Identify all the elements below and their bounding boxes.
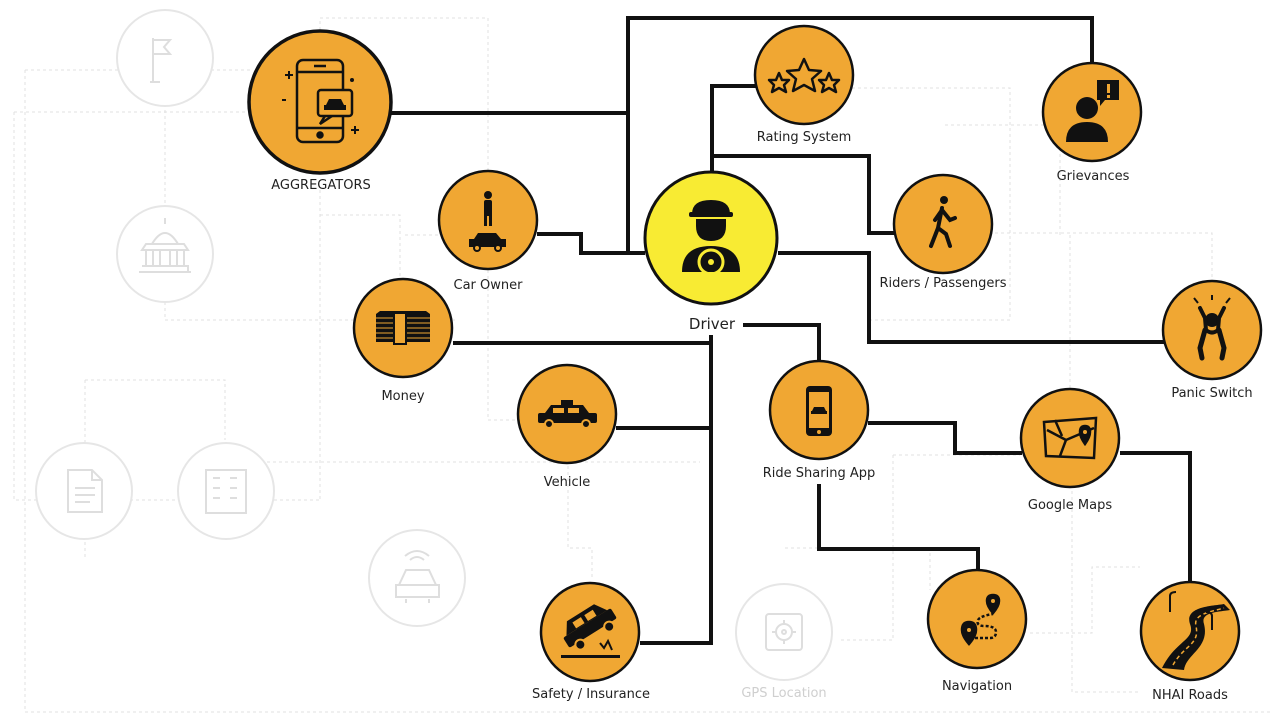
connected-car-icon [395, 550, 440, 603]
driver-icon [682, 200, 740, 276]
faded-taxi-node [368, 529, 466, 627]
faded-connectors [13, 17, 1270, 713]
connector-google-maps [868, 421, 1022, 455]
safety-label: Safety / Insurance [531, 687, 650, 702]
panic-label: Panic Switch [1171, 386, 1253, 401]
connector-ride-app [743, 323, 821, 362]
gps-label: GPS Location [741, 686, 827, 701]
aggregators-label: AGGREGATORS [271, 178, 371, 193]
phone-taxi-icon [282, 58, 359, 144]
car-owner-node [437, 169, 539, 271]
ride-app-label: Ride Sharing App [762, 466, 876, 481]
connector-panic [778, 251, 1164, 344]
crash-car-icon [561, 604, 620, 658]
flag-icon [150, 38, 173, 83]
faded-icons [67, 38, 803, 651]
building-icon [205, 469, 247, 514]
connector-driver-trunk [640, 335, 713, 645]
vehicle-label: Vehicle [543, 475, 591, 490]
nhai-label: NHAI Roads [1152, 688, 1228, 703]
taxi-icon [538, 400, 597, 429]
panic-person-icon [1193, 295, 1231, 361]
connector-navigation [817, 484, 980, 572]
grievances-label: Grievances [1056, 169, 1130, 184]
money-label: Money [381, 389, 425, 404]
stars-icon [767, 57, 841, 94]
faded-flag-node [116, 9, 214, 107]
walking-person-icon [929, 196, 957, 248]
connector-grievances [626, 16, 1094, 253]
riders-node [892, 173, 994, 275]
connector-riders [710, 154, 896, 235]
gps-node [735, 583, 833, 681]
faded-government-node [116, 205, 214, 303]
phone-app-icon [806, 386, 832, 436]
cash-stack-icon [376, 311, 430, 345]
connector-rating [710, 84, 756, 172]
navigation-label: Navigation [941, 679, 1013, 694]
connectors [390, 16, 1192, 645]
document-icon [67, 469, 103, 513]
person-alert-icon [1066, 80, 1119, 142]
rating-label: Rating System [756, 130, 852, 145]
panic-node [1161, 279, 1263, 381]
owner-car-icon [469, 191, 506, 252]
navigation-node [926, 568, 1028, 670]
faded-document-node [35, 442, 133, 540]
faded-nodes [35, 9, 833, 681]
driver-label: Driver [688, 315, 736, 333]
faded-building-node [177, 442, 275, 540]
gps-target-icon [765, 613, 803, 651]
connector-car-owner [537, 232, 645, 255]
riders-label: Riders / Passengers [879, 276, 1007, 291]
rating-node [753, 24, 855, 126]
winding-road-icon [1162, 591, 1230, 670]
nhai-node [1139, 580, 1241, 682]
capitol-icon [139, 218, 191, 273]
google-maps-label: Google Maps [1027, 498, 1113, 513]
connector-nhai [1120, 451, 1192, 583]
car-owner-label: Car Owner [453, 278, 523, 293]
route-pin-icon [960, 593, 1001, 646]
map-icon [1042, 416, 1098, 460]
